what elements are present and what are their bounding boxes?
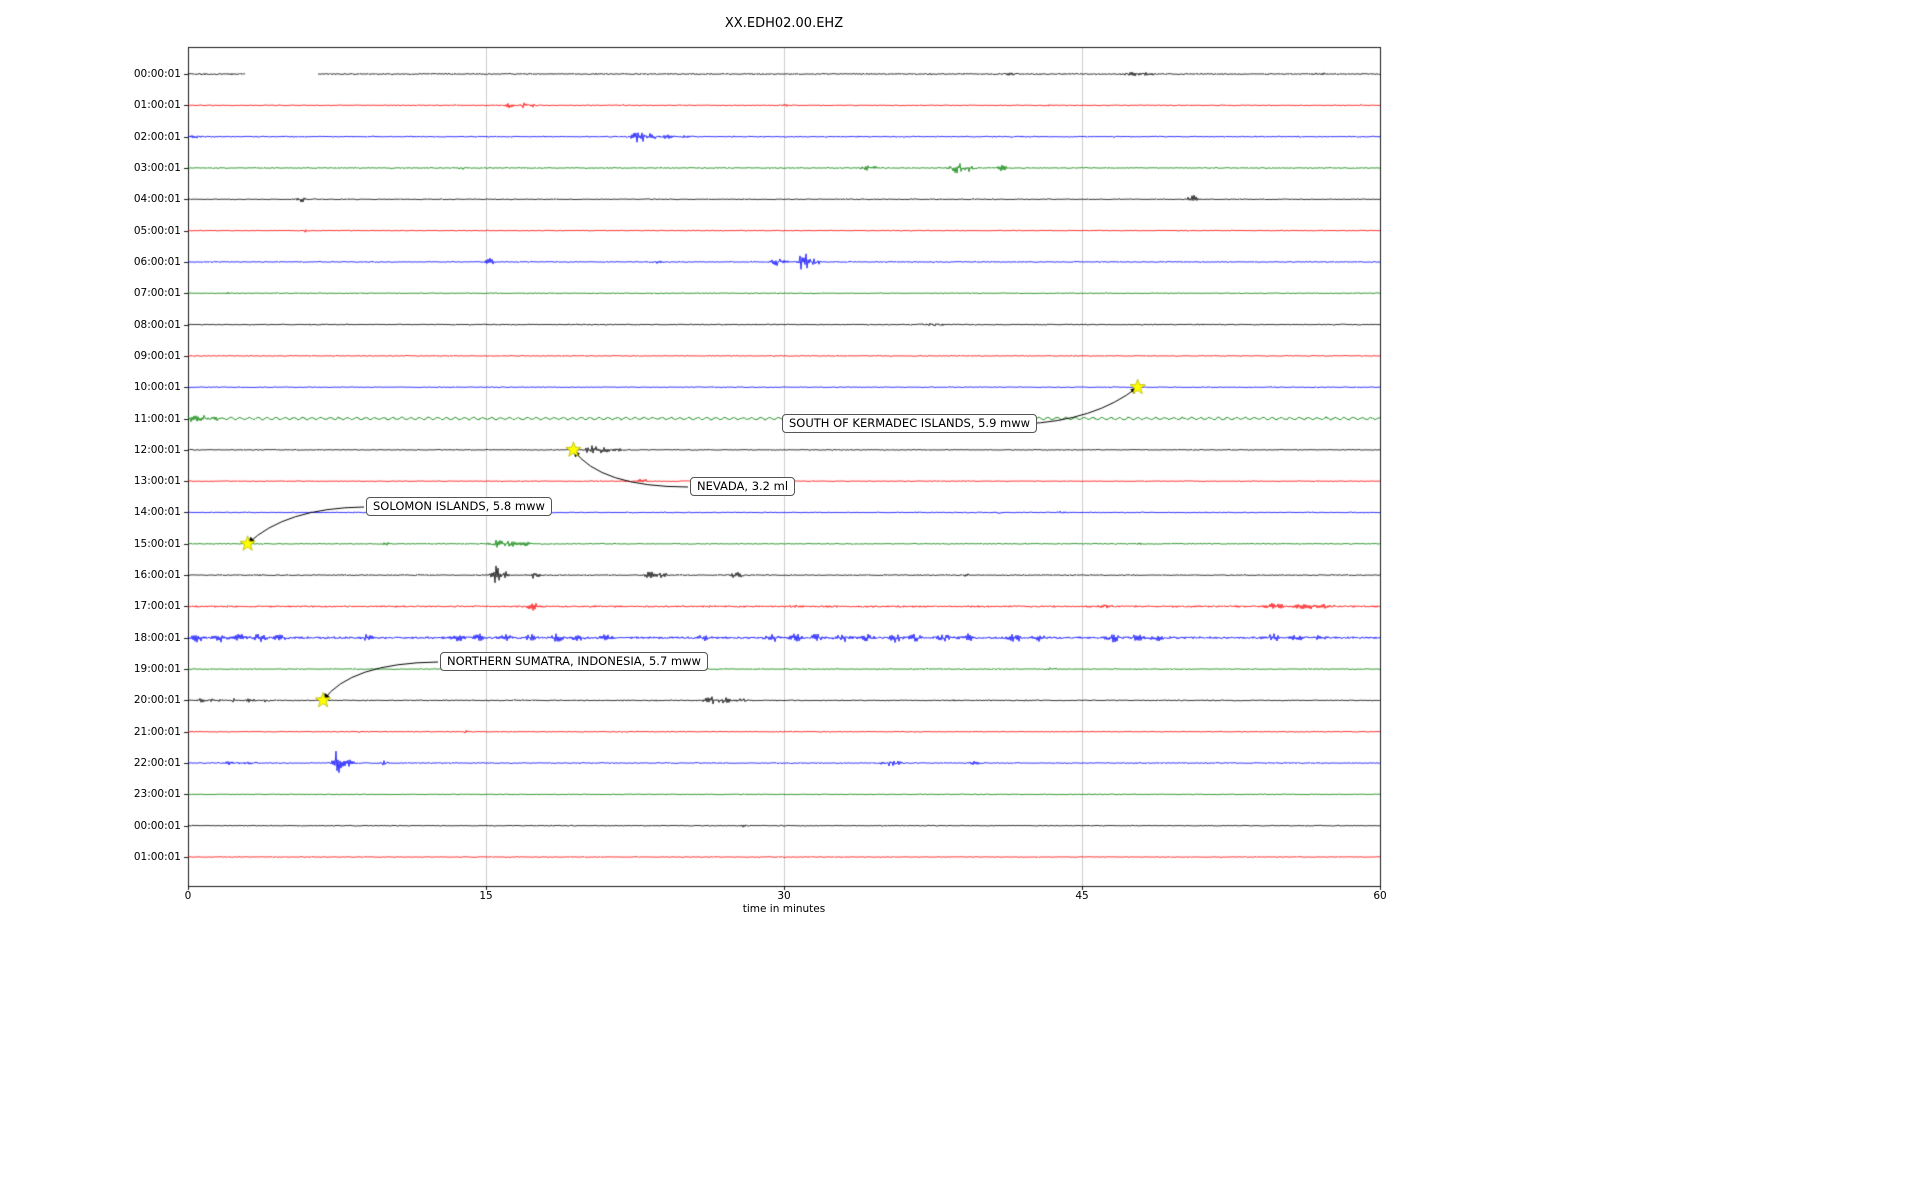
x-axis-label: time in minutes	[742, 903, 826, 915]
